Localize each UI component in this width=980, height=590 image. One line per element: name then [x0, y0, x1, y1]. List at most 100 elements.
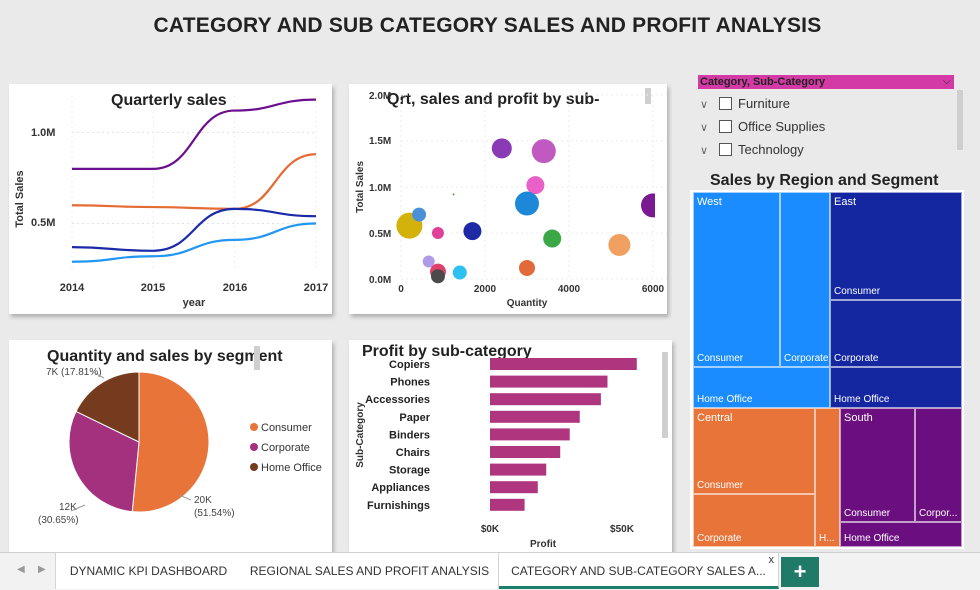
- chevron-down-icon[interactable]: ∨: [700, 99, 709, 111]
- bubble-point-12[interactable]: [515, 191, 539, 216]
- treemap-cell-label: Corporate: [784, 353, 829, 364]
- treemap-east-label: East: [834, 196, 857, 208]
- bubble-point-15[interactable]: [608, 233, 631, 256]
- bar-chart-scrollbar[interactable]: [662, 352, 668, 438]
- bubble-point-2[interactable]: [412, 207, 427, 222]
- bar-furnishings[interactable]: [490, 498, 525, 511]
- scroll-left-icon[interactable]: ◀: [17, 564, 25, 575]
- slicer-item-furniture[interactable]: ∨ Furniture: [700, 95, 790, 113]
- bubble-point-small[interactable]: [452, 193, 455, 196]
- scroll-right-icon[interactable]: ▶: [38, 564, 46, 575]
- quarterly-xtick-4: 2017: [304, 282, 328, 294]
- treemap-cell-label: Consumer: [697, 353, 744, 364]
- bubble-point-6[interactable]: [430, 269, 445, 284]
- page-title: CATEGORY AND SUB CATEGORY SALES AND PROF…: [153, 14, 822, 37]
- pie-slice-home-office[interactable]: [75, 371, 140, 443]
- close-tab-icon[interactable]: x: [768, 554, 775, 566]
- treemap-chart[interactable]: West Consumer Corporate Home Office East C…: [690, 190, 964, 549]
- pie-label-home-office: 7K (17.81%): [46, 367, 102, 378]
- bar-copiers[interactable]: [490, 358, 637, 370]
- bubble-point-11[interactable]: [526, 176, 545, 195]
- treemap-south-home-office[interactable]: Home Office: [840, 522, 962, 547]
- bubble-xtick-2: 2000: [474, 284, 497, 295]
- pie-label-consumer-value: 20K: [194, 495, 212, 506]
- legend-corporate-icon: [250, 443, 258, 451]
- tab-dynamic-kpi[interactable]: DYNAMIC KPI DASHBOARD: [55, 553, 242, 589]
- bubble-point-3[interactable]: [431, 227, 444, 239]
- quarterly-sales-card[interactable]: Quarterly sales Total Sales 1.0M 0.5M 20…: [9, 84, 332, 314]
- treemap-title: Sales by Region and Segment: [710, 172, 939, 189]
- profit-bar-card[interactable]: Profit by sub-category Sub-Category Copi…: [349, 340, 672, 552]
- pie-chart-title: Quantity and sales by segment: [47, 348, 283, 365]
- bar-storage[interactable]: [490, 463, 547, 476]
- bar-chairs[interactable]: [490, 446, 561, 458]
- bubble-chart-card[interactable]: Qrt, sales and profit by sub- Total Sale…: [349, 84, 667, 314]
- bar-accessories[interactable]: [490, 393, 601, 406]
- bubble-point-10[interactable]: [531, 139, 556, 164]
- bar-phones[interactable]: [490, 375, 608, 388]
- line-series-3[interactable]: [71, 207, 317, 252]
- bubble-point-9[interactable]: [491, 138, 512, 159]
- pie-title-scrollbar[interactable]: [254, 346, 260, 370]
- category-slicer-header[interactable]: Category, Sub-Category: [698, 75, 954, 89]
- pie-slice-consumer[interactable]: [131, 371, 210, 513]
- slicer-item-label: Furniture: [738, 96, 791, 111]
- treemap-central-home-office[interactable]: H...: [815, 408, 840, 547]
- quarterly-xtick-1: 2014: [60, 282, 85, 294]
- bubble-point-8[interactable]: [463, 222, 482, 241]
- treemap-central-consumer[interactable]: Central Consumer: [693, 408, 815, 494]
- legend-corporate: Corporate: [261, 442, 310, 454]
- line-series-4[interactable]: [71, 222, 317, 263]
- pie-slice-corporate[interactable]: [68, 410, 140, 513]
- treemap-south-consumer[interactable]: South Consumer: [840, 408, 915, 522]
- treemap-central-corporate[interactable]: Corporate: [693, 494, 815, 547]
- treemap-cell-label: Home Office: [834, 394, 890, 405]
- treemap-cell-label: H...: [819, 533, 835, 544]
- chevron-down-icon[interactable]: ∨: [700, 122, 709, 134]
- bar-category-label: Chairs: [396, 447, 430, 459]
- treemap-cell-label: Corporate: [697, 533, 742, 544]
- chevron-down-icon[interactable]: ∨: [700, 145, 709, 157]
- treemap-east-corporate[interactable]: Corporate: [830, 300, 962, 367]
- bar-appliances[interactable]: [490, 481, 538, 494]
- pie-leader-line: [90, 370, 105, 379]
- bubble-point-4[interactable]: [422, 255, 435, 268]
- bubble-xtick-4: 6000: [642, 284, 665, 295]
- bubble-point-13[interactable]: [543, 229, 562, 248]
- line-series-1[interactable]: [72, 98, 317, 170]
- tab-category-sales[interactable]: CATEGORY AND SUB-CATEGORY SALES A... x: [499, 553, 779, 589]
- bubble-ytick-3: 1.0M: [369, 183, 391, 194]
- checkbox-icon[interactable]: [719, 120, 732, 133]
- treemap-east-home-office[interactable]: Home Office: [830, 367, 962, 408]
- tab-regional-sales[interactable]: REGIONAL SALES AND PROFIT ANALYSIS: [241, 553, 499, 589]
- treemap-west-home-office[interactable]: Home Office: [693, 367, 830, 408]
- checkbox-icon[interactable]: [719, 97, 732, 110]
- bar-binders[interactable]: [490, 428, 570, 441]
- line-series-2[interactable]: [71, 153, 317, 211]
- bubble-title-scrollbar[interactable]: [645, 88, 651, 104]
- slicer-dropdown-icon[interactable]: ⌵: [943, 76, 951, 87]
- bubble-point-7[interactable]: [452, 265, 467, 280]
- bar-paper[interactable]: [490, 410, 580, 423]
- bubble-point-16[interactable]: [641, 193, 665, 218]
- add-page-button[interactable]: +: [781, 557, 819, 587]
- bubble-point-14[interactable]: [519, 259, 535, 276]
- bar-category-label: Copiers: [389, 359, 430, 371]
- pie-label-corporate-pct: (30.65%): [38, 515, 79, 526]
- checkbox-icon[interactable]: [719, 143, 732, 156]
- slicer-item-office-supplies[interactable]: ∨ Office Supplies: [700, 118, 825, 136]
- tab-category-sales-label: CATEGORY AND SUB-CATEGORY SALES A...: [511, 564, 766, 578]
- slicer-scrollbar[interactable]: [957, 90, 963, 150]
- quarterly-xtick-2: 2015: [141, 282, 165, 294]
- bar-category-label: Phones: [390, 377, 430, 389]
- treemap-west-corporate[interactable]: Corporate: [780, 192, 830, 367]
- quarterly-sales-chart: Total Sales 1.0M 0.5M 2014 2015 2016 201…: [14, 96, 328, 309]
- legend-home-office: Home Office: [261, 462, 322, 474]
- treemap-south-corporate[interactable]: Corpor...: [915, 408, 962, 522]
- slicer-item-technology[interactable]: ∨ Technology: [700, 141, 804, 159]
- pie-chart-card[interactable]: Quantity and sales by segment 7K (17.81%…: [9, 340, 332, 552]
- pie-chart: 7K (17.81%) 12K (30.65%) 20K (51.54%) Co…: [38, 367, 322, 526]
- treemap-west-consumer[interactable]: West Consumer: [693, 192, 780, 367]
- bar-category-label: Storage: [389, 465, 430, 477]
- treemap-east-consumer[interactable]: East Consumer: [830, 192, 962, 300]
